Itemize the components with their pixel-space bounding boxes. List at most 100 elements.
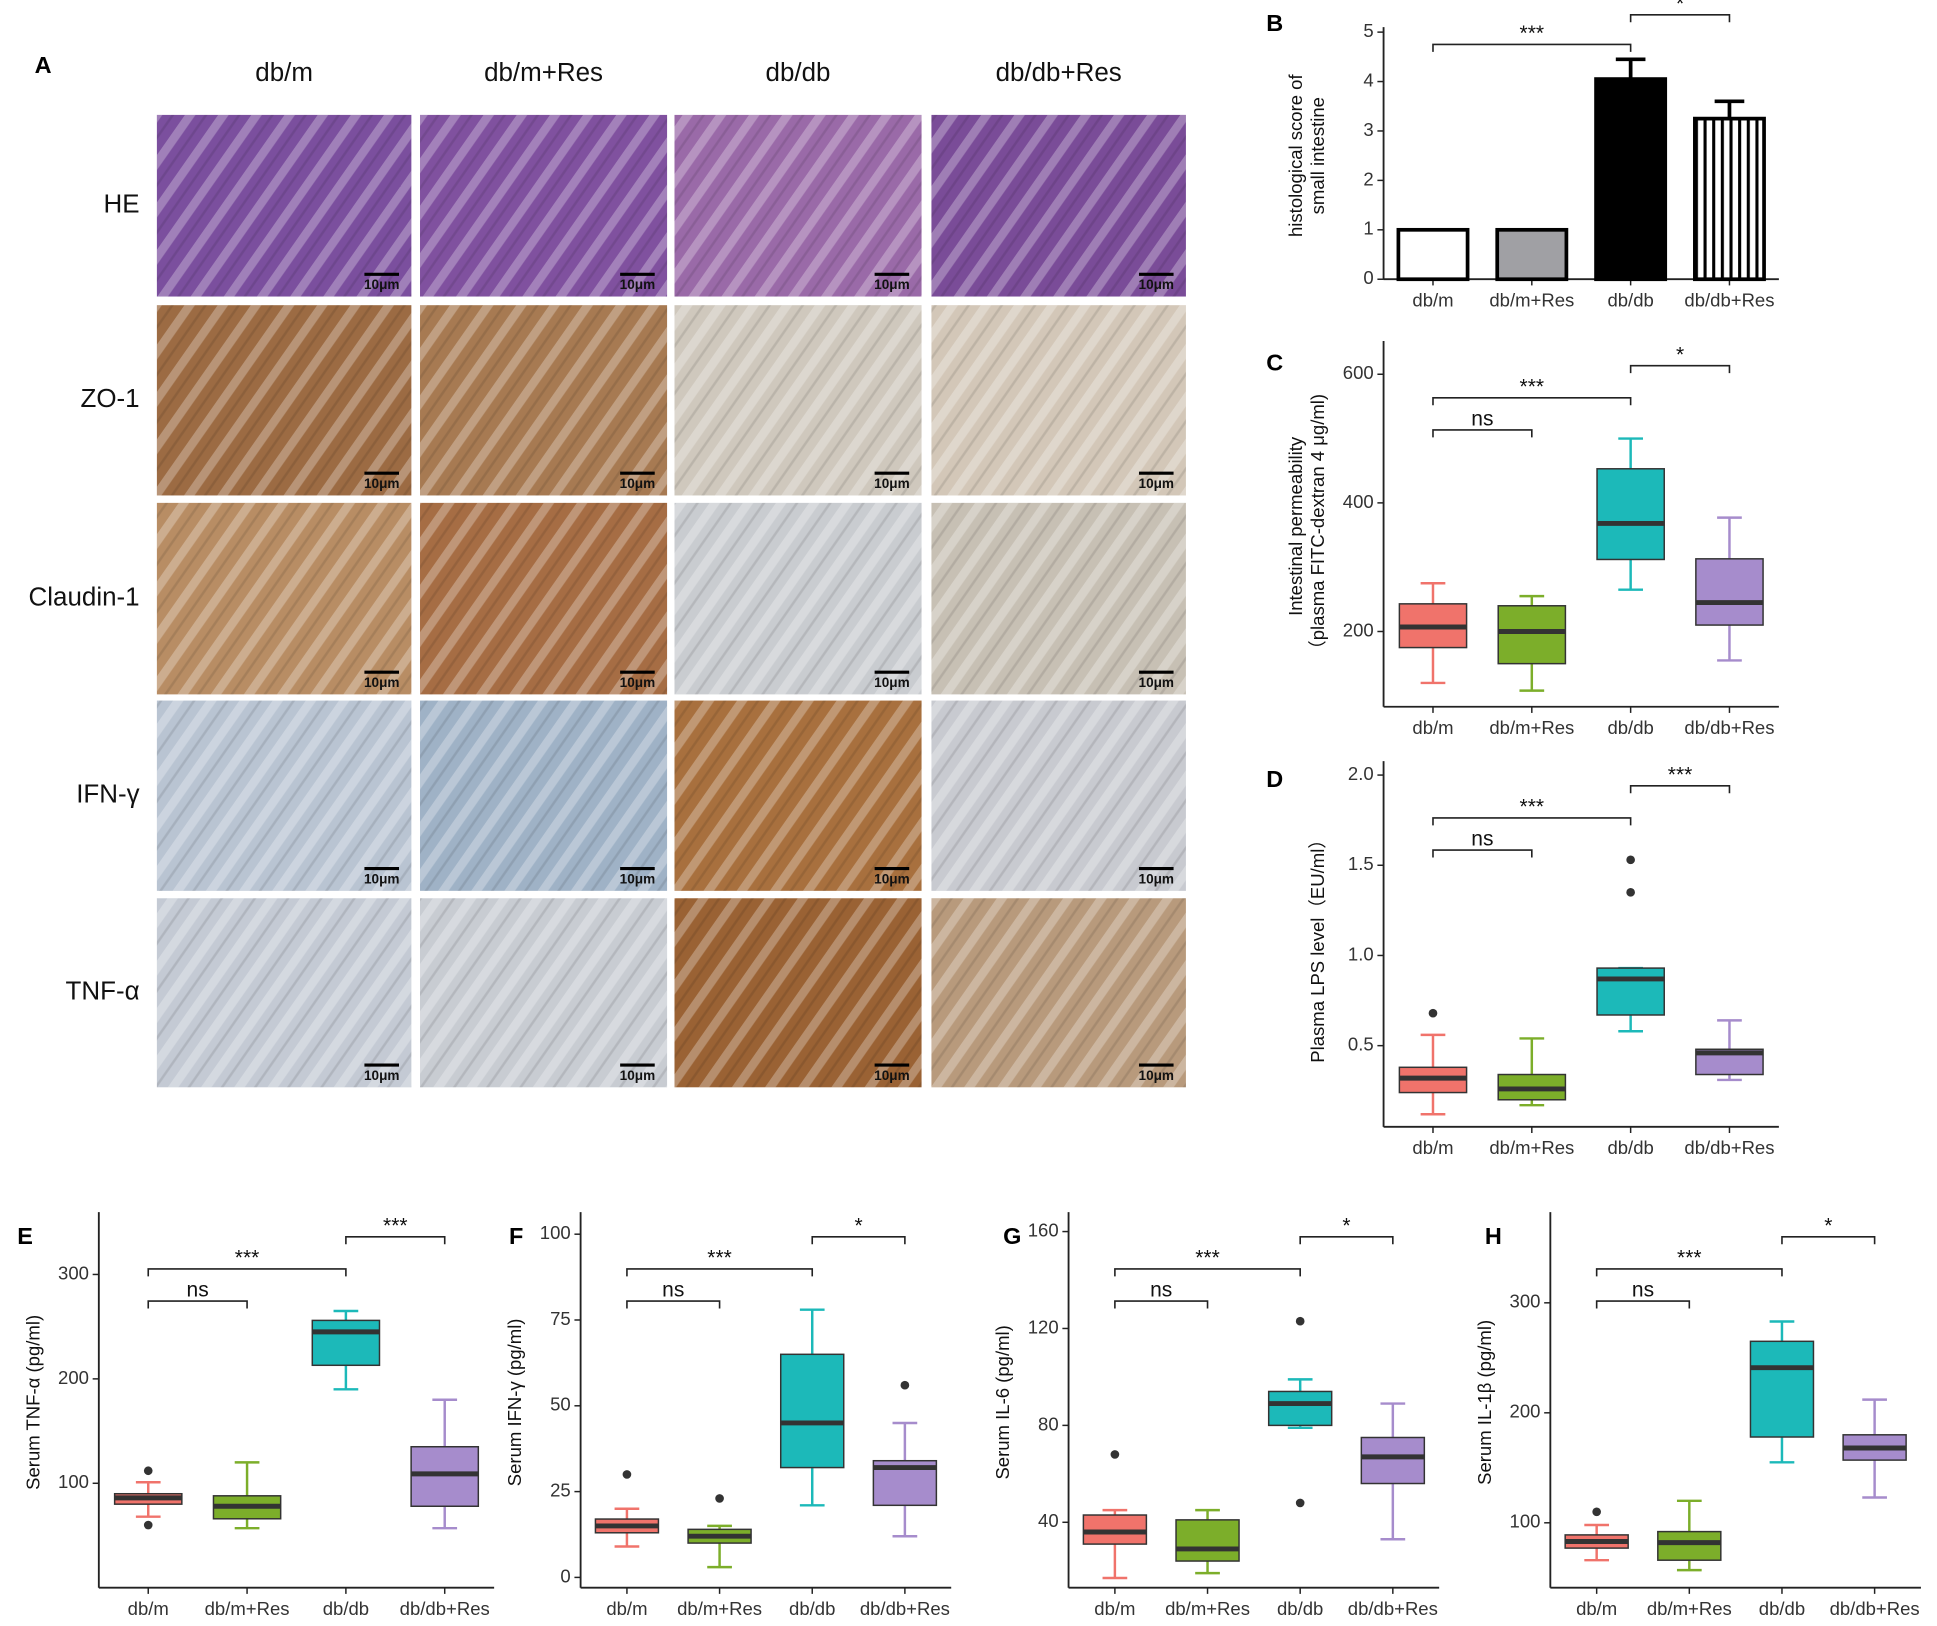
- y-tick-label: 160: [1028, 1219, 1059, 1240]
- row-label: ZO-1: [81, 385, 140, 413]
- box: [1695, 558, 1764, 626]
- x-tick-label: db/m: [128, 1598, 169, 1619]
- panel-letter: D: [1266, 766, 1283, 792]
- outlier: [1626, 855, 1635, 865]
- x-tick-label: db/m: [1576, 1598, 1617, 1619]
- outlier: [143, 1520, 153, 1530]
- significance-bracket: [1629, 364, 1731, 374]
- significance-bracket: [1432, 849, 1533, 858]
- column-header: db/m+Res: [484, 59, 603, 87]
- panel-letter: G: [1003, 1223, 1021, 1249]
- significance-bracket: [1595, 1268, 1783, 1277]
- outlier: [622, 1470, 632, 1479]
- significance-bracket: [1299, 1235, 1394, 1245]
- y-axis-label: （plasma FITC-dextran 4 μg/ml): [1307, 394, 1328, 659]
- x-tick-label: db/db: [1607, 1137, 1653, 1158]
- significance-label: ***: [1520, 22, 1545, 45]
- significance-bracket: [626, 1300, 721, 1309]
- x-tick-label: db/m: [1412, 289, 1453, 310]
- significance-label: ns: [1632, 1279, 1654, 1302]
- micrograph-texture: [674, 114, 922, 297]
- significance-label: ***: [1520, 376, 1545, 399]
- scale-bar-label: 10μm: [874, 476, 909, 491]
- box: [1596, 967, 1665, 1016]
- significance-bracket: [345, 1235, 446, 1245]
- y-tick-label: 300: [1510, 1291, 1541, 1312]
- bar: [1594, 77, 1668, 282]
- box: [1360, 1436, 1426, 1485]
- x-tick-label: db/db: [1607, 717, 1653, 738]
- x-tick-label: db/db: [789, 1598, 835, 1619]
- x-tick-label: db/m+Res: [1489, 1137, 1574, 1158]
- scale-bar-label: 10μm: [1139, 476, 1174, 491]
- x-tick-label: db/m+Res: [1489, 289, 1574, 310]
- x-tick-label: db/m: [1412, 717, 1453, 738]
- x-tick-label: db/m: [1412, 1137, 1453, 1158]
- y-axis-label: Serum IL-1β (pg/ml): [1474, 1320, 1495, 1485]
- box: [779, 1353, 845, 1469]
- scale-bar-label: 10μm: [620, 476, 655, 491]
- y-tick-label: 100: [1510, 1511, 1541, 1532]
- scale-bar-label: 10μm: [874, 871, 909, 886]
- column-header: db/db: [766, 59, 831, 87]
- micrograph-texture: [931, 502, 1186, 695]
- row-label: IFN-γ: [76, 781, 139, 809]
- x-tick-label: db/db+Res: [1348, 1598, 1438, 1619]
- y-tick-label: 200: [58, 1367, 89, 1388]
- significance-label: ***: [707, 1247, 732, 1270]
- significance-label: ***: [1668, 763, 1693, 786]
- significance-label: ***: [1195, 1247, 1220, 1270]
- x-tick-label: db/m+Res: [205, 1598, 290, 1619]
- scale-bar-label: 10μm: [620, 675, 655, 690]
- significance-bracket: [1432, 817, 1632, 826]
- significance-bracket: [1432, 43, 1632, 52]
- y-tick-label: 2.0: [1348, 763, 1374, 784]
- row-label: TNF-α: [66, 978, 140, 1006]
- x-tick-label: db/m: [1094, 1598, 1135, 1619]
- outlier: [1592, 1507, 1601, 1517]
- micrograph-texture: [420, 114, 668, 297]
- y-tick-label: 80: [1038, 1413, 1059, 1434]
- y-tick-label: 0: [560, 1565, 570, 1586]
- significance-bracket: [1595, 1300, 1691, 1309]
- y-tick-label: 40: [1038, 1510, 1059, 1531]
- y-axis-label: Serum TNF-α (pg/ml): [22, 1315, 43, 1490]
- y-tick-label: 25: [550, 1479, 571, 1500]
- significance-bracket: [1432, 429, 1533, 438]
- significance-label: ns: [662, 1279, 684, 1302]
- x-tick-label: db/db+Res: [860, 1598, 950, 1619]
- micrograph-texture: [420, 502, 668, 695]
- x-tick-label: db/db+Res: [1684, 717, 1774, 738]
- y-tick-label: 3: [1363, 119, 1373, 140]
- row-label: Claudin-1: [29, 583, 140, 611]
- y-axis-label: Plasma LPS level（EU/ml）: [1307, 830, 1328, 1063]
- x-tick-label: db/db+Res: [1830, 1598, 1920, 1619]
- x-tick-label: db/m+Res: [1165, 1598, 1250, 1619]
- panel-letter: E: [17, 1223, 33, 1249]
- scale-bar-label: 10μm: [364, 277, 399, 292]
- scale-bar-label: 10μm: [620, 871, 655, 886]
- x-tick-label: db/m: [606, 1598, 647, 1619]
- y-tick-label: 400: [1343, 491, 1374, 512]
- x-tick-label: db/m+Res: [1489, 717, 1574, 738]
- micrograph-texture: [931, 898, 1186, 1088]
- y-tick-label: 100: [58, 1471, 89, 1492]
- micrograph-texture: [420, 305, 668, 496]
- bar: [1693, 116, 1766, 282]
- micrograph-texture: [931, 114, 1186, 297]
- significance-bracket: [626, 1268, 814, 1277]
- box: [410, 1445, 480, 1507]
- x-tick-label: db/m+Res: [1647, 1598, 1732, 1619]
- x-tick-label: db/db: [1759, 1598, 1805, 1619]
- panel-letter: C: [1266, 350, 1283, 376]
- scale-bar-label: 10μm: [874, 277, 909, 292]
- significance-label: *: [1342, 1214, 1350, 1237]
- scale-bar-label: 10μm: [364, 675, 399, 690]
- significance-label: ***: [1677, 1247, 1702, 1270]
- micrograph-texture: [420, 898, 668, 1088]
- micrograph-texture: [156, 898, 412, 1088]
- scale-bar-label: 10μm: [874, 675, 909, 690]
- significance-label: ns: [1150, 1279, 1172, 1302]
- significance-label: ***: [235, 1247, 260, 1270]
